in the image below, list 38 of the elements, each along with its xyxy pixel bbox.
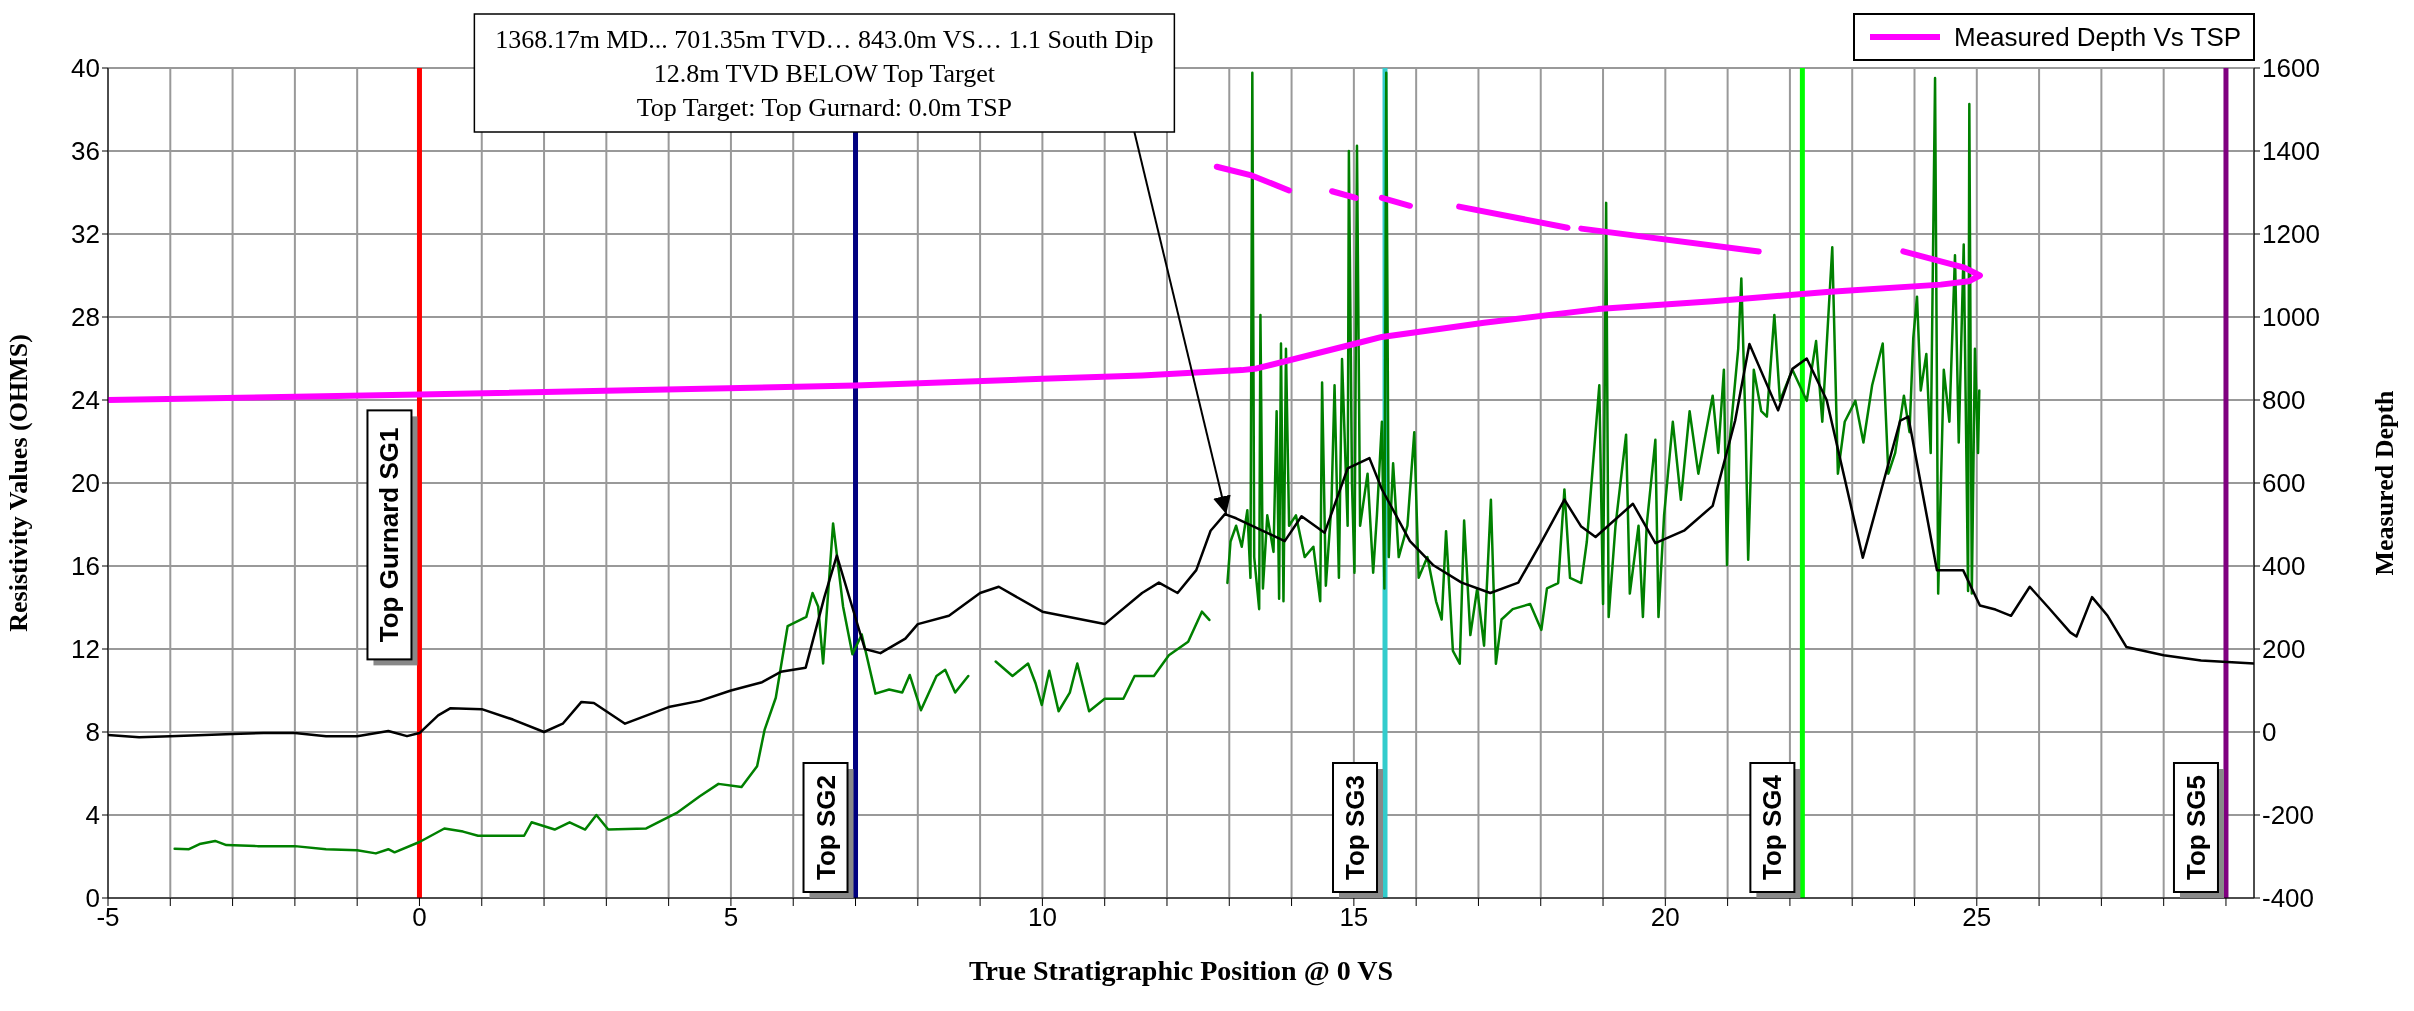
annotation: 1368.17m MD... 701.35m TVD… 843.0m VS… 1.1 South Dip 12.8m TVD BELOW Top Target Top Target: Top Gurnard: 0.0m TSP <box>495 25 1154 122</box>
x-tick-label: 0 <box>412 902 427 933</box>
y-axis-title: Resistivity Values (OHMS) <box>4 334 34 632</box>
x-tick-label: 10 <box>1027 902 1057 933</box>
y2-tick-label: 1000 <box>2262 302 2320 333</box>
y-tick-label: 0 <box>85 883 100 914</box>
y2-tick-label: -400 <box>2262 883 2315 914</box>
x-axis-title: True Stratigraphic Position @ 0 VS <box>968 955 1394 986</box>
y-tick-label: 36 <box>71 136 100 167</box>
y-tick-label: 28 <box>71 302 100 333</box>
y-tick-label: 12 <box>71 634 100 665</box>
y2-tick-label: -200 <box>2262 800 2315 831</box>
y-tick-label: 32 <box>71 219 100 250</box>
y2-tick-label: 1200 <box>2262 219 2320 250</box>
x-tick-label: 15 <box>1339 902 1369 933</box>
y-tick-label: 4 <box>85 800 100 831</box>
x-tick-label: 25 <box>1962 902 1992 933</box>
y2-tick-label: 600 <box>2262 468 2306 499</box>
legend-label: Measured Depth Vs TSP <box>1954 22 2242 52</box>
y-tick-label: 20 <box>71 468 100 499</box>
ref-line-label: Top SG2 <box>810 775 841 880</box>
ref-line-label: Top Gurnard SG1 <box>374 427 405 643</box>
y-tick-label: 8 <box>85 717 100 748</box>
y2-tick-label: 0 <box>2262 717 2277 748</box>
ref-line-label: Top SG5 <box>2180 775 2211 880</box>
y2-tick-label: 200 <box>2262 634 2306 665</box>
ref-line-label: Top SG4 <box>1757 774 1788 880</box>
x-tick-label: 5 <box>723 902 739 933</box>
y-tick-label: 24 <box>71 385 100 416</box>
y-tick-label: 16 <box>71 551 100 582</box>
y2-tick-label: 400 <box>2262 551 2306 582</box>
ref-line-label: Top SG3 <box>1340 775 1371 880</box>
y2-tick-label: 1600 <box>2262 53 2320 84</box>
y-tick-label: 40 <box>71 53 100 84</box>
y2-tick-label: 1400 <box>2262 136 2320 167</box>
y2-tick-label: 800 <box>2262 385 2306 416</box>
x-tick-label: 20 <box>1650 902 1680 933</box>
y2-axis-title: Measured Depth <box>2370 389 2400 576</box>
